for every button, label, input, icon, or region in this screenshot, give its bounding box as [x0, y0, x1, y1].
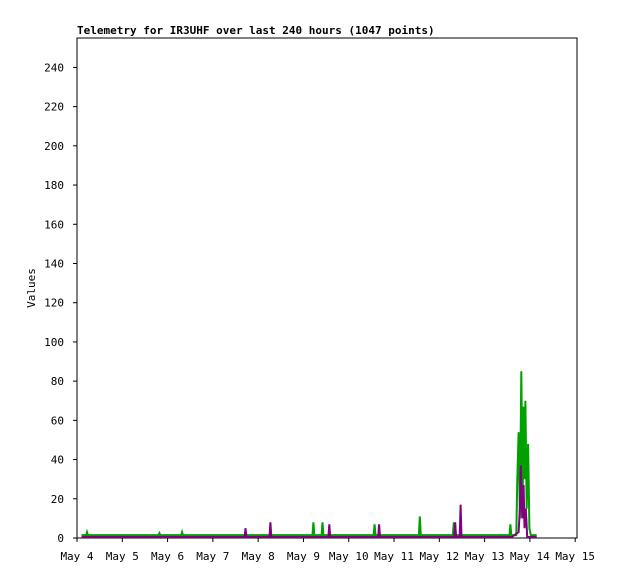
y-tick-label: 200: [44, 140, 64, 153]
y-tick-label: 240: [44, 61, 64, 74]
x-tick-label: May 9: [287, 550, 320, 563]
chart-title: Telemetry for IR3UHF over last 240 hours…: [77, 24, 435, 37]
series-line: [81, 465, 537, 538]
y-tick-label: 220: [44, 101, 64, 114]
y-tick-label: 20: [51, 493, 64, 506]
y-tick-label: 120: [44, 297, 64, 310]
x-tick-label: May 10: [329, 550, 369, 563]
y-tick-label: 60: [51, 414, 64, 427]
x-tick-label: May 8: [242, 550, 275, 563]
y-tick-label: 160: [44, 218, 64, 231]
x-tick-label: May 12: [419, 550, 459, 563]
x-tick-label: May 11: [374, 550, 414, 563]
y-tick-label: 0: [57, 532, 64, 545]
y-tick-label: 100: [44, 336, 64, 349]
y-tick-label: 40: [51, 454, 64, 467]
x-tick-label: May 6: [151, 550, 184, 563]
x-tick-label: May 5: [106, 550, 139, 563]
x-tick-label: May 7: [196, 550, 229, 563]
x-tick-label: May 14: [510, 550, 550, 563]
y-tick-label: 180: [44, 179, 64, 192]
y-tick-label: 80: [51, 375, 64, 388]
series-line: [81, 371, 537, 537]
x-tick-label: May 15: [555, 550, 595, 563]
x-tick-label: May 4: [60, 550, 93, 563]
y-axis-label: Values: [25, 268, 38, 308]
y-tick-label: 140: [44, 257, 64, 270]
x-tick-label: May 13: [465, 550, 505, 563]
